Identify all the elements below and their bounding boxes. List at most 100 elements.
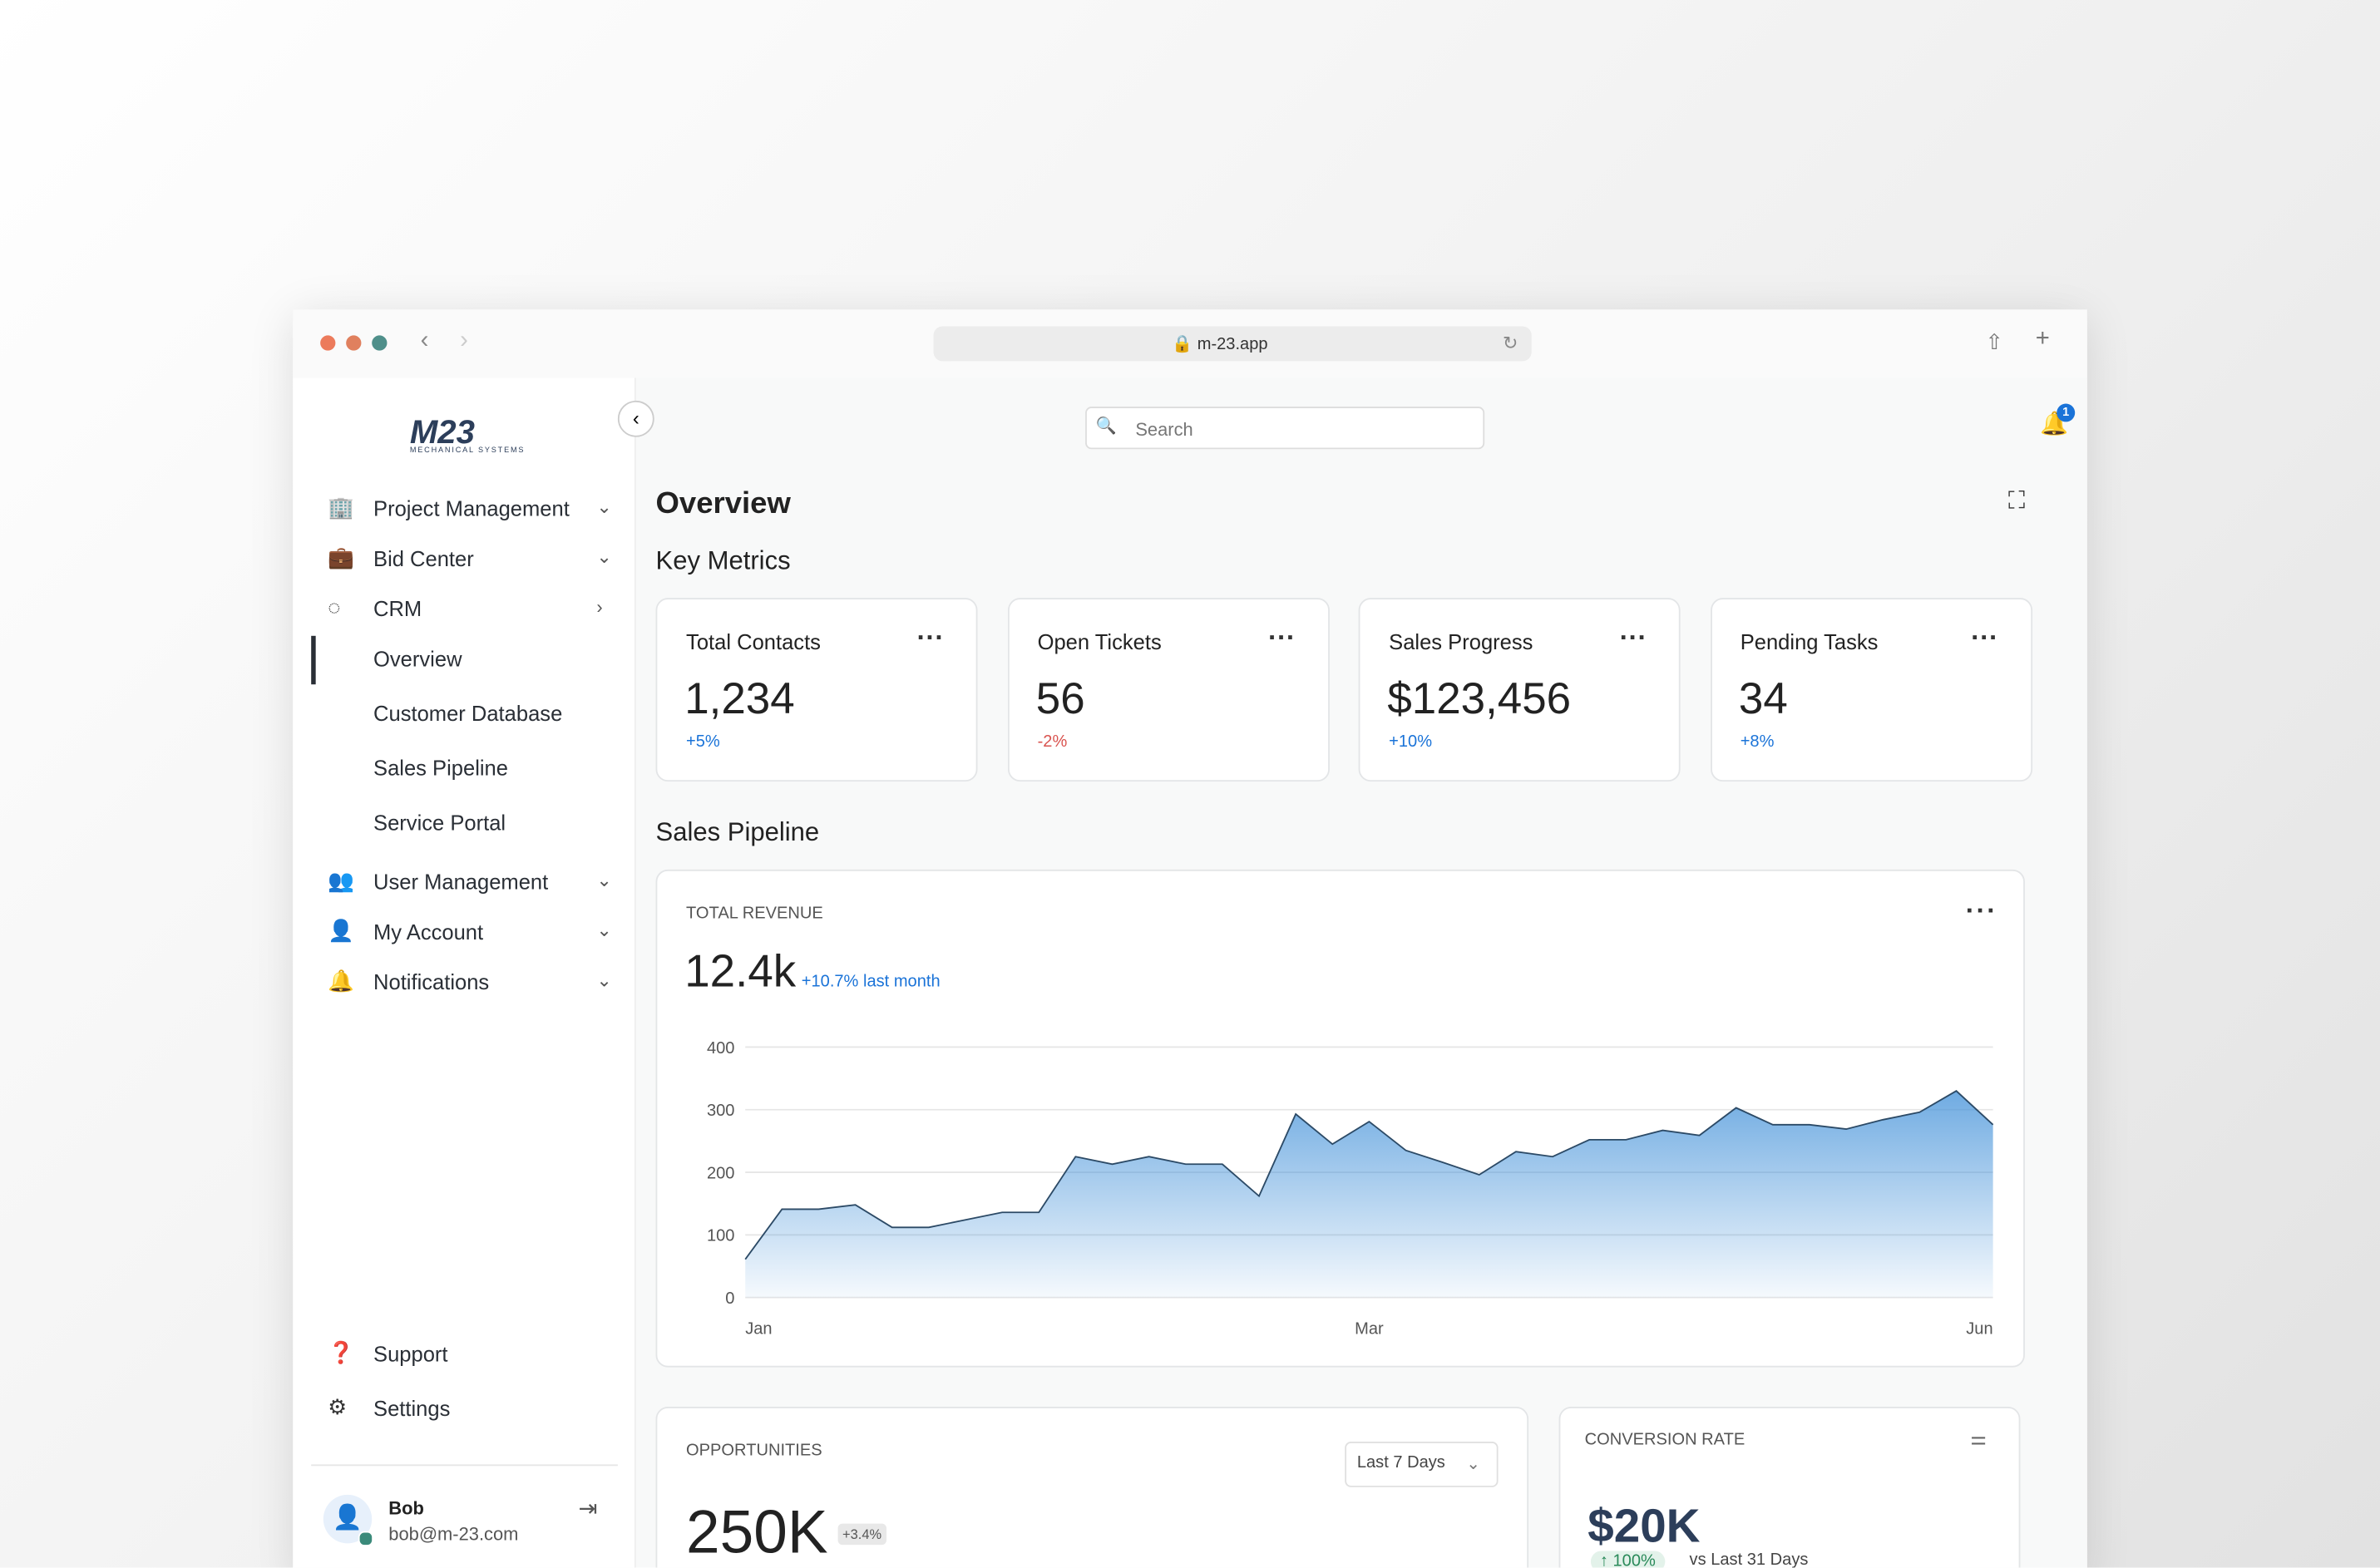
chevron: ⌄ (1466, 1455, 1481, 1474)
metric-label: Sales Progress (1389, 629, 1533, 654)
metric-card (1358, 598, 1681, 782)
nav-icon: ◌ (328, 594, 341, 619)
search-icon: 🔍 (1095, 417, 1117, 436)
opportunities-card (655, 1407, 1529, 1568)
url-text: m-23.app (1197, 335, 1268, 354)
metric-change: +10% (1389, 732, 1433, 752)
conversion-change-text: 100% (1612, 1552, 1656, 1568)
metric-value: 1,234 (684, 675, 795, 724)
new-tab[interactable]: + (2035, 326, 2050, 353)
minimize-button[interactable] (346, 335, 362, 351)
page-title: Overview (655, 486, 791, 521)
forward-button[interactable]: › (460, 328, 468, 354)
area (745, 1091, 1993, 1298)
revenue-value: 12.4k (684, 946, 797, 998)
card-label: TOTAL REVENUE (686, 904, 823, 923)
opportunities-change: +3.4% (837, 1523, 886, 1546)
metric-change: +5% (686, 732, 720, 752)
zoom-button[interactable] (372, 335, 388, 351)
nav-icon: 🏢 (328, 495, 355, 520)
metric-value: 34 (1738, 675, 1788, 724)
nav-icon: ⚙ (328, 1394, 348, 1419)
active-indicator (311, 635, 316, 685)
section-title: Sales Pipeline (655, 817, 820, 847)
settings-icon[interactable]: ⚌ (1970, 1427, 1987, 1450)
nav-item[interactable]: Service Portal (373, 810, 506, 835)
metric-card (655, 598, 978, 782)
nav-item[interactable]: Customer Database (373, 701, 563, 726)
y-tick-label: 100 (707, 1227, 734, 1245)
back-button[interactable]: ‹ (420, 328, 429, 354)
nav-item[interactable]: Settings (373, 1396, 451, 1421)
search-placeholder: Search (1135, 418, 1193, 441)
nav-item[interactable]: CRM (373, 596, 422, 621)
nav-item[interactable]: My Account (373, 920, 484, 944)
chevron: ⌄ (596, 546, 612, 568)
y-tick-label: 400 (707, 1039, 734, 1058)
logout[interactable]: ⇥ (578, 1496, 598, 1522)
conversion-comparison: vs Last 31 Days (1689, 1551, 1809, 1568)
y-tick-label: 0 (725, 1289, 734, 1308)
card-label: CONVERSION RATE (1584, 1431, 1745, 1450)
opportunities-value: 250K (686, 1499, 828, 1566)
card-label: OPPORTUNITIES (686, 1442, 822, 1460)
metric-change: +8% (1740, 732, 1775, 752)
metric-card (1007, 598, 1330, 782)
search-box[interactable] (1085, 407, 1485, 450)
metric-value: 56 (1035, 675, 1085, 724)
notification-badge: 1 (2057, 403, 2076, 422)
logo-subtitle: MECHANICAL SYSTEMS (409, 446, 526, 456)
line (744, 1090, 1994, 1260)
url: 🔒 m-23.app (1172, 335, 1268, 354)
nav-item[interactable]: Project Management (373, 496, 570, 521)
x-tick-label: Jun (1966, 1319, 1992, 1338)
more-button: ··· (1971, 622, 1998, 653)
y-tick-label: 300 (707, 1102, 734, 1120)
user-email: bob@m-23.com (388, 1523, 519, 1546)
close-button[interactable] (320, 335, 336, 351)
chevron: › (596, 596, 603, 618)
nav-item[interactable]: Bid Center (373, 546, 474, 571)
nav-item[interactable]: Notifications (373, 969, 490, 994)
filter-dropdown[interactable] (1345, 1442, 1499, 1487)
logo: M23 (409, 412, 475, 451)
metric-label: Total Contacts (686, 629, 821, 654)
chevron: ⌄ (596, 869, 612, 891)
nav-icon: 👤 (328, 918, 355, 943)
nav-item[interactable]: User Management (373, 869, 549, 895)
chevron: ⌄ (596, 920, 612, 941)
nav-icon: 👥 (328, 868, 355, 893)
divider (311, 1464, 618, 1467)
nav-icon: ❓ (328, 1339, 355, 1364)
user-name: Bob (388, 1497, 424, 1520)
revenue-change: +10.7% last month (801, 973, 941, 991)
conversion-card (1558, 1407, 2021, 1568)
more-button: ··· (916, 622, 945, 653)
metric-label: Open Tickets (1037, 629, 1162, 654)
metric-card (1710, 598, 2032, 782)
nav-icon: 🔔 (328, 968, 355, 993)
nav-item[interactable]: Support (373, 1341, 448, 1366)
address-bar[interactable] (933, 326, 1532, 362)
x-tick-label: Jan (745, 1319, 772, 1338)
share[interactable]: ⇧ (1985, 329, 2003, 354)
status-dot (358, 1531, 374, 1546)
metric-change: -2% (1037, 732, 1068, 752)
collapse-button[interactable]: ‹ (617, 400, 654, 437)
chevron: ⌄ (596, 969, 612, 991)
conversion-value: $20K (1587, 1499, 1701, 1553)
more-button: ··· (1619, 622, 1647, 653)
fullscreen[interactable]: ⛶ (2007, 488, 2026, 515)
x-tick-label: Mar (1355, 1319, 1384, 1338)
nav-item[interactable]: Overview (373, 646, 462, 671)
conversion-change: ↑ 100% (1590, 1551, 1665, 1568)
filter-label: Last 7 Days (1356, 1453, 1445, 1472)
reload[interactable]: ↻ (1503, 332, 1518, 354)
y-tick-label: 200 (707, 1164, 734, 1182)
nav-icon: 💼 (328, 545, 355, 570)
more-button[interactable]: ··· (1965, 895, 1998, 926)
nav-item[interactable]: Sales Pipeline (373, 755, 508, 781)
metric-label: Pending Tasks (1740, 629, 1879, 654)
